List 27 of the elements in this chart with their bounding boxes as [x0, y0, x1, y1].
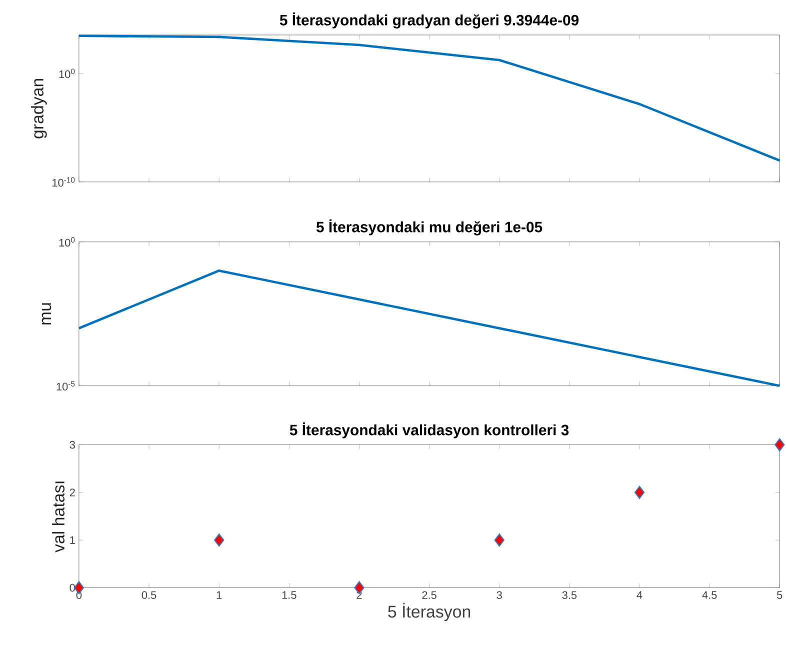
x-tick-label: 1.5 — [282, 591, 296, 600]
y-axis-title: gradyan — [31, 79, 47, 138]
x-axis-title: 5 İterasyon — [388, 603, 470, 622]
chart-title: 5 İterasyondaki gradyan değeri 9.3944e-09 — [280, 12, 579, 29]
x-tick-label: 5 — [777, 591, 782, 600]
y-tick-label: 2 — [70, 488, 75, 496]
x-tick-label: 1 — [216, 591, 222, 599]
point — [214, 534, 224, 547]
y-tick-label: 1 — [70, 536, 75, 544]
x-tick-label: 0.5 — [142, 591, 156, 600]
x-tick-label: 3 — [496, 591, 502, 600]
y-axis-title: val hatası — [52, 482, 65, 553]
y-axis-title: mu — [42, 303, 52, 325]
y-tick-label: 10$^{0}$ — [59, 68, 75, 78]
y-tick-label: 10$^{-5}$ — [56, 381, 75, 391]
point — [494, 534, 504, 547]
chart-title: 5 İterasyondaki validasyon kontrolleri 3 — [290, 422, 569, 438]
line-series — [78, 34, 781, 162]
y-tick-label: 10$^{0}$ — [59, 237, 75, 247]
x-tick-label: 4 — [636, 591, 642, 599]
point — [634, 486, 645, 500]
y-tick-label: 3 — [70, 441, 75, 449]
x-tick-label: 2.5 — [422, 591, 436, 600]
chart-title: 5 İterasyondaki mu değeri 1e-05 — [316, 220, 542, 236]
x-tick-label: 3.5 — [562, 591, 577, 600]
x-tick-label: 4.5 — [702, 591, 717, 600]
y-tick-label: 10$^{-10}$ — [52, 177, 75, 187]
